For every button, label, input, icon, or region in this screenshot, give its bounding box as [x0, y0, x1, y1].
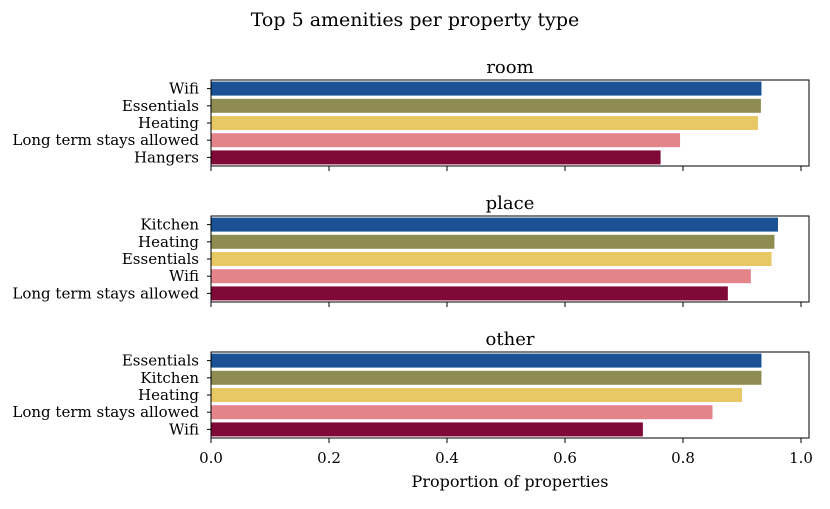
x-tick-label: 0.2	[317, 449, 341, 467]
category-label: Wifi	[169, 80, 199, 98]
bar	[211, 353, 762, 368]
panel-title: room	[486, 57, 533, 78]
bar	[211, 252, 772, 266]
category-label: Long term stays allowed	[12, 131, 199, 149]
category-label: Hangers	[134, 148, 199, 166]
x-tick-label: 0.8	[671, 449, 695, 467]
x-tick-label: 0.0	[199, 449, 223, 467]
bar	[211, 422, 643, 437]
bar	[211, 98, 761, 113]
bar	[211, 150, 661, 165]
panel-frame	[210, 215, 810, 303]
panel-frame	[210, 79, 810, 167]
category-label: Wifi	[169, 420, 199, 438]
category-label: Essentials	[122, 97, 199, 115]
bar	[211, 388, 742, 402]
category-label: Kitchen	[140, 369, 199, 387]
bar	[211, 234, 775, 249]
category-label: Long term stays allowed	[12, 403, 199, 421]
bar	[211, 81, 762, 96]
x-tick-label: 1.0	[789, 449, 813, 467]
x-tick-label: 0.6	[553, 449, 577, 467]
bar	[211, 286, 728, 301]
bar	[211, 370, 762, 385]
x-axis-label: Proportion of properties	[412, 472, 609, 491]
bar	[211, 405, 713, 420]
bar	[211, 116, 758, 130]
category-label: Heating	[138, 233, 199, 251]
category-label: Heating	[138, 386, 199, 404]
bar	[211, 217, 778, 232]
panel-title: other	[486, 329, 535, 350]
panel-title: place	[486, 193, 535, 214]
category-label: Kitchen	[140, 216, 199, 234]
category-label: Long term stays allowed	[12, 284, 199, 302]
category-label: Essentials	[122, 250, 199, 268]
bar	[211, 269, 751, 284]
x-tick-label: 0.4	[435, 449, 459, 467]
category-label: Wifi	[169, 267, 199, 285]
category-label: Heating	[138, 114, 199, 132]
panel-frame	[210, 351, 810, 439]
figure-title: Top 5 amenities per property type	[251, 9, 580, 31]
bar	[211, 133, 681, 148]
category-label: Essentials	[122, 352, 199, 370]
